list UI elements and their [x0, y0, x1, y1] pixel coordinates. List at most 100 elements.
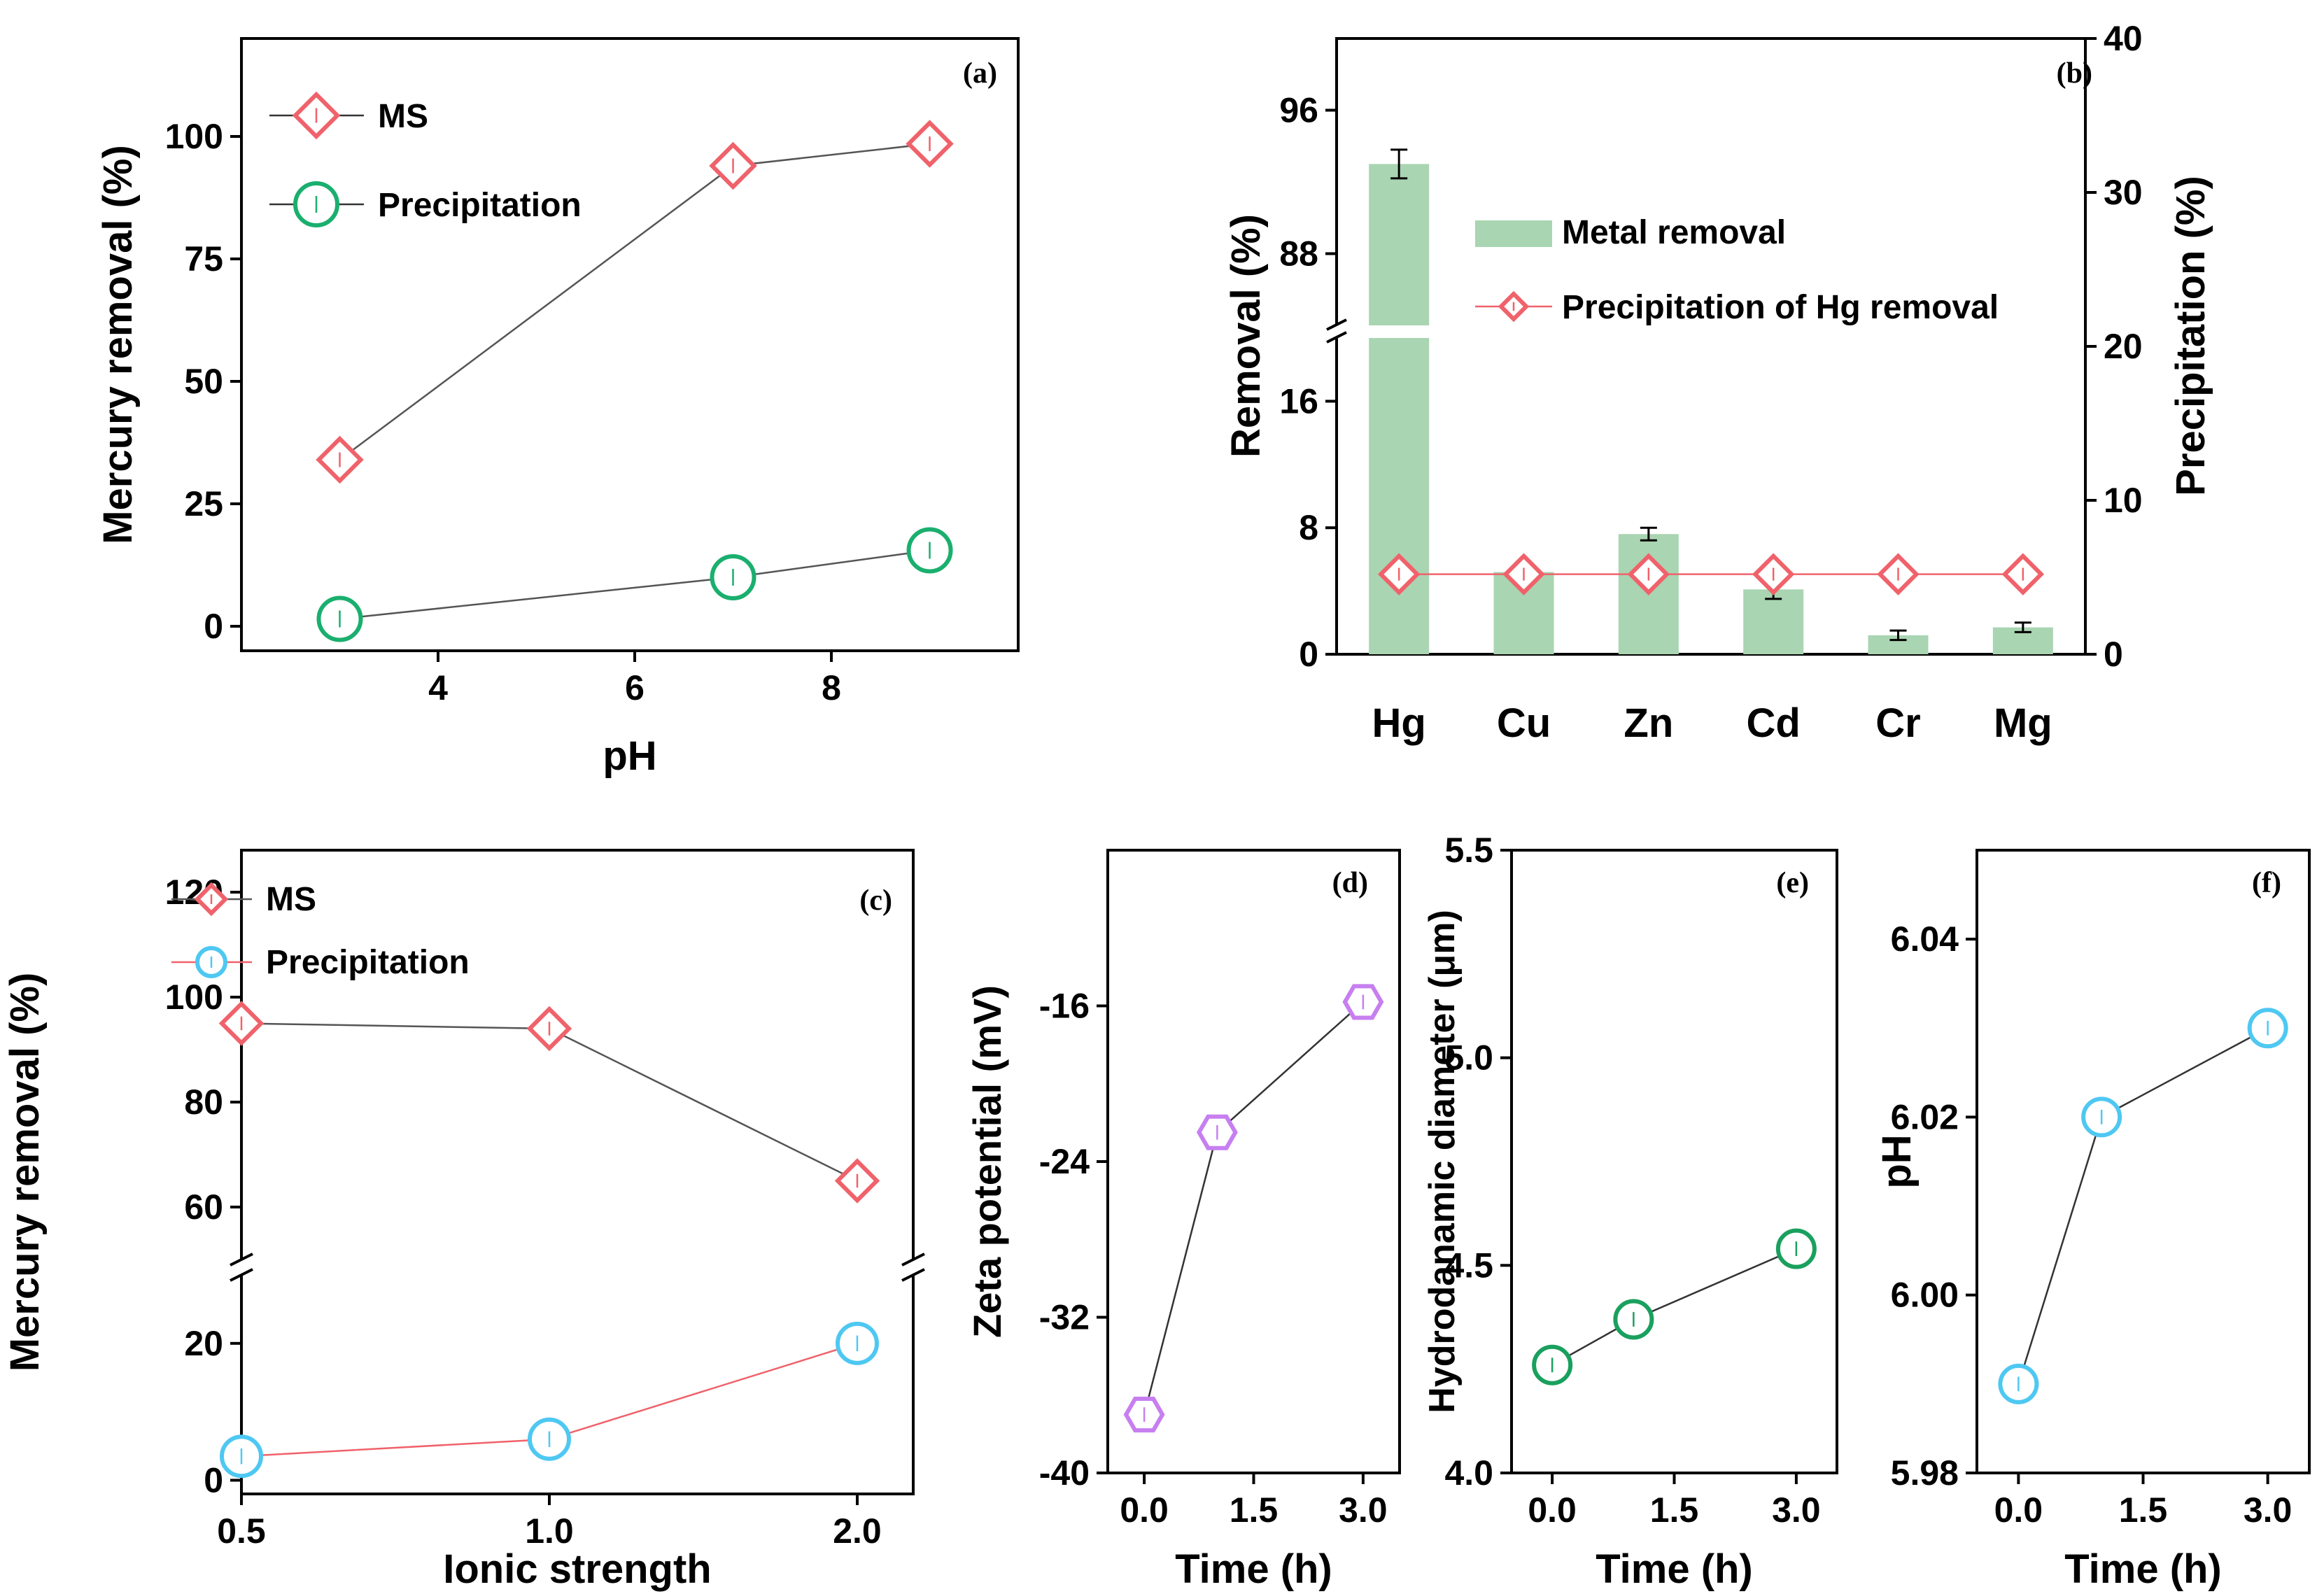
- y-right-tick-10-label: 10: [2104, 481, 2143, 520]
- x-tick-3.0-label: 3.0: [1339, 1490, 1388, 1530]
- axis-break-mark-upper-1: [901, 1253, 925, 1267]
- plot-frame: [240, 37, 1020, 652]
- y-tick-100-label: 100: [165, 117, 223, 156]
- y-axis-title: Hydrodanamic diameter (μm): [1422, 910, 1463, 1413]
- y-axis-title: Zeta potential (mV): [965, 985, 1009, 1338]
- bar-Hg-lower: [1369, 338, 1430, 654]
- y-tick-6.04-label: 6.04: [1891, 919, 1959, 959]
- panel-b: Hg Cu Zn Cd Cr Mg 0 8 16 88 96 0 10 20 30 40 Removal (%)…: [1223, 19, 2213, 746]
- x-tick-2.0-label: 2.0: [833, 1511, 882, 1551]
- x-tick-0.5-label: 0.5: [217, 1511, 266, 1551]
- panel-d: 0.0 1.5 3.0 -40 -32 -24 -16 Time (h) Zeta potent…: [965, 849, 1401, 1592]
- y-tick-20-label: 20: [184, 1324, 223, 1363]
- y-tick-100-label: 100: [165, 978, 223, 1017]
- y-tick-80-label: 80: [184, 1082, 223, 1122]
- axis-break-mark-upper: [1326, 318, 1347, 331]
- x-tick-1.5-label: 1.5: [2119, 1490, 2168, 1530]
- y-axis-title: Removal (%): [1223, 214, 1269, 458]
- y-right-tick-30-label: 30: [2104, 173, 2143, 212]
- y-tick--32-label: -32: [1039, 1298, 1090, 1337]
- series-line-precipitation: [339, 549, 930, 620]
- x-axis-title: Time (h): [1175, 1546, 1332, 1592]
- y-right-tick-40-label: 40: [2104, 19, 2143, 58]
- y-tick-75-label: 75: [184, 239, 223, 278]
- series-line: [2017, 1027, 2269, 1385]
- x-category-Mg: Mg: [1994, 700, 2052, 746]
- y-tick--24-label: -24: [1039, 1142, 1090, 1181]
- y-axis-right-title: Precipitation (%): [2168, 176, 2213, 496]
- x-axis-title: Time (h): [1596, 1546, 1753, 1592]
- y-tick-5.5-label: 5.5: [1444, 831, 1493, 870]
- x-tick-3.0-label: 3.0: [1772, 1490, 1821, 1530]
- y-right-tick-20-label: 20: [2104, 327, 2143, 366]
- series-line: [1551, 1248, 1797, 1366]
- x-tick-0.0-label: 0.0: [1528, 1490, 1577, 1530]
- y-tick--40-label: -40: [1039, 1453, 1090, 1493]
- x-category-Zn: Zn: [1624, 700, 1673, 746]
- bar-Hg: [1369, 164, 1430, 325]
- y-tick-8-label: 8: [1299, 508, 1318, 547]
- x-tick-6-label: 6: [625, 668, 645, 707]
- legend-text-precipitation: Precipitation of Hg removal: [1562, 289, 1999, 326]
- y-axis-title: Mercury removal (%): [2, 973, 48, 1372]
- legend-swatch-metal-removal: [1475, 220, 1552, 247]
- y-tick-60-label: 60: [184, 1187, 223, 1227]
- legend-text-1: Precipitation: [378, 187, 582, 224]
- axis-break-gap-0: [236, 1260, 247, 1275]
- y-tick--16-label: -16: [1039, 987, 1090, 1026]
- panel-label: (c): [859, 884, 892, 917]
- panel-e: 0.0 1.5 3.0 4.0 4.5 5.0 5.5 Time (h) Hydrodanami…: [1422, 831, 1838, 1592]
- y-tick-0-label: 0: [204, 607, 223, 646]
- x-tick-0.0-label: 0.0: [1994, 1490, 2043, 1530]
- x-category-Hg: Hg: [1372, 700, 1426, 746]
- axis-break-mark-lower: [1326, 331, 1347, 344]
- axis-break-mark-lower-0: [230, 1268, 253, 1282]
- y-tick-88-label: 88: [1279, 234, 1318, 274]
- legend-text-metal-removal: Metal removal: [1562, 214, 1786, 251]
- plot-frame: [1106, 849, 1401, 1474]
- y-tick-96-label: 96: [1279, 91, 1318, 130]
- x-tick-1.0-label: 1.0: [525, 1511, 574, 1551]
- y-tick-0-label: 0: [1299, 635, 1318, 674]
- panel-label: (a): [963, 57, 997, 90]
- panel-label: (d): [1332, 867, 1368, 899]
- x-axis-title: Ionic strength: [443, 1546, 711, 1592]
- bar-Cd: [1743, 589, 1804, 654]
- y-tick-5.0-label: 5.0: [1444, 1038, 1493, 1078]
- x-tick-3.0-label: 3.0: [2244, 1490, 2293, 1530]
- x-category-Cd: Cd: [1747, 700, 1801, 746]
- y-axis-title: Mercury removal (%): [95, 145, 141, 544]
- y-tick-6.02-label: 6.02: [1891, 1097, 1959, 1136]
- y-axis-title: pH: [1874, 1134, 1920, 1188]
- plot-frame: [1335, 37, 2087, 656]
- x-tick-1.5-label: 1.5: [1650, 1490, 1699, 1530]
- x-category-Cu: Cu: [1497, 700, 1551, 746]
- y-tick-0-label: 0: [204, 1460, 223, 1500]
- x-tick-4-label: 4: [428, 668, 448, 707]
- plot-frame: [240, 849, 915, 1495]
- legend-text-1: Precipitation: [266, 944, 470, 981]
- y-tick-6.00-label: 6.00: [1891, 1276, 1959, 1315]
- x-tick-0.0-label: 0.0: [1120, 1490, 1169, 1530]
- axis-break-gap-1: [908, 1260, 919, 1275]
- panel-label: (e): [1776, 867, 1809, 899]
- y-tick-25-label: 25: [184, 484, 223, 523]
- x-axis-title: Time (h): [2064, 1546, 2222, 1592]
- y-tick-16-label: 16: [1279, 381, 1318, 421]
- axis-break-mark-lower-1: [901, 1268, 925, 1282]
- y-tick-4.0-label: 4.0: [1444, 1453, 1493, 1493]
- x-category-Cr: Cr: [1875, 700, 1920, 746]
- y-tick-4.5-label: 4.5: [1444, 1246, 1493, 1285]
- panel-a: 4 6 8 0 25 50 75 100 pH Mercury removal (%) (a) MS P…: [95, 37, 1020, 779]
- y-tick-50-label: 50: [184, 362, 223, 401]
- axis-break-mark-upper-0: [230, 1253, 253, 1267]
- x-tick-8-label: 8: [822, 668, 841, 707]
- panel-f: 0.0 1.5 3.0 5.98 6.00 6.02 6.04 Time (h) pH (f): [1874, 849, 2311, 1592]
- panel-label: (f): [2252, 867, 2281, 899]
- legend-text-0: MS: [266, 881, 316, 918]
- series-line: [1143, 1001, 1364, 1415]
- legend-text-0: MS: [378, 98, 428, 135]
- x-axis-title: pH: [603, 733, 656, 779]
